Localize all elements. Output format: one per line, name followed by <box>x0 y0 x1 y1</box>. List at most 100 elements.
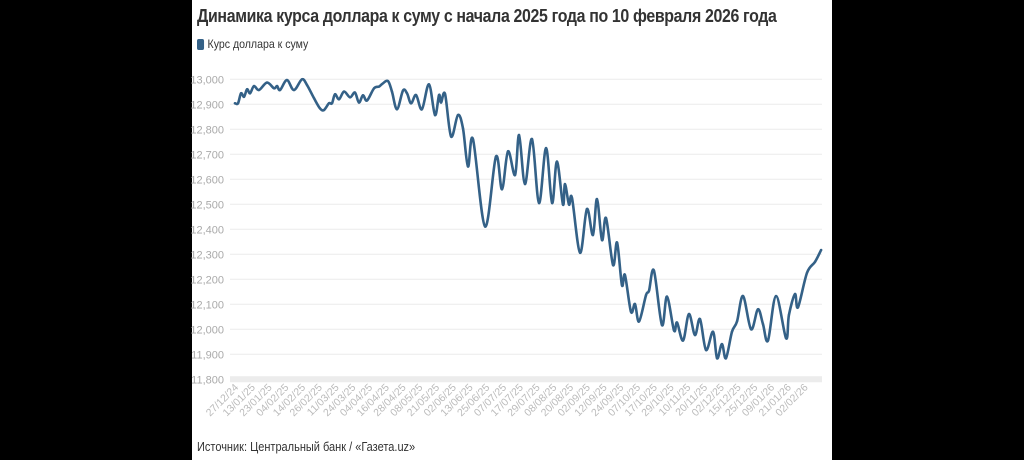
data-point[interactable] <box>530 137 534 141</box>
data-point[interactable] <box>819 248 823 252</box>
data-point[interactable] <box>377 85 381 88</box>
data-point[interactable] <box>466 165 470 168</box>
data-point[interactable] <box>761 322 765 326</box>
data-point[interactable] <box>698 317 702 321</box>
legend[interactable]: Курс доллара к суму <box>197 37 308 51</box>
data-point[interactable] <box>637 320 641 323</box>
data-point[interactable] <box>570 196 574 200</box>
data-point[interactable] <box>305 83 309 87</box>
data-point[interactable] <box>660 323 664 327</box>
data-point[interactable] <box>741 294 745 298</box>
data-point[interactable] <box>272 87 276 90</box>
data-point[interactable] <box>461 127 465 130</box>
data-point[interactable] <box>380 82 384 86</box>
data-point[interactable] <box>330 102 334 105</box>
data-point[interactable] <box>236 102 240 105</box>
data-point[interactable] <box>595 197 599 201</box>
data-point[interactable] <box>784 337 788 340</box>
data-point[interactable] <box>414 93 418 97</box>
data-point[interactable] <box>337 98 341 101</box>
data-point[interactable] <box>647 289 651 292</box>
data-point[interactable] <box>357 101 361 104</box>
data-point[interactable] <box>513 173 517 177</box>
data-point[interactable] <box>611 263 615 267</box>
data-point[interactable] <box>300 78 304 81</box>
data-point[interactable] <box>615 241 619 244</box>
data-point[interactable] <box>793 292 797 296</box>
data-point[interactable] <box>681 339 685 342</box>
data-point[interactable] <box>333 93 337 96</box>
data-point[interactable] <box>523 182 527 186</box>
data-point[interactable] <box>248 92 252 95</box>
data-point[interactable] <box>318 107 322 110</box>
data-point[interactable] <box>285 78 289 82</box>
data-point[interactable] <box>537 201 541 205</box>
data-point[interactable] <box>665 295 669 298</box>
data-point[interactable] <box>629 310 633 313</box>
data-point[interactable] <box>749 328 753 331</box>
data-point[interactable] <box>500 188 504 191</box>
data-point[interactable] <box>252 84 256 88</box>
data-point[interactable] <box>327 102 331 105</box>
data-point[interactable] <box>720 342 724 346</box>
data-point[interactable] <box>563 182 567 186</box>
data-point[interactable] <box>735 320 739 323</box>
data-point[interactable] <box>704 348 708 352</box>
data-point[interactable] <box>517 133 521 137</box>
data-point[interactable] <box>600 238 604 242</box>
data-point[interactable] <box>494 155 498 158</box>
data-point[interactable] <box>675 321 679 324</box>
data-point[interactable] <box>672 329 676 332</box>
data-point[interactable] <box>693 333 697 337</box>
data-point[interactable] <box>433 113 437 117</box>
data-point[interactable] <box>395 108 399 111</box>
data-point[interactable] <box>390 90 394 93</box>
data-point[interactable] <box>275 84 279 88</box>
data-point[interactable] <box>766 339 770 342</box>
data-point[interactable] <box>449 135 453 138</box>
data-point[interactable] <box>405 92 409 95</box>
data-point[interactable] <box>550 201 554 205</box>
data-point[interactable] <box>420 108 424 111</box>
data-point[interactable] <box>427 83 431 86</box>
data-point[interactable] <box>292 88 296 92</box>
data-point[interactable] <box>578 251 582 254</box>
data-point[interactable] <box>506 150 510 153</box>
data-point[interactable] <box>687 312 691 316</box>
data-point[interactable] <box>813 260 817 263</box>
data-point[interactable] <box>544 146 548 150</box>
data-point[interactable] <box>386 79 390 83</box>
data-point[interactable] <box>730 330 734 333</box>
data-point[interactable] <box>756 308 760 311</box>
data-point[interactable] <box>561 203 565 206</box>
data-point[interactable] <box>233 102 237 105</box>
data-point[interactable] <box>633 302 637 306</box>
data-point[interactable] <box>437 93 441 97</box>
data-point[interactable] <box>591 233 595 237</box>
data-point[interactable] <box>342 90 346 93</box>
data-point[interactable] <box>774 294 778 298</box>
data-point[interactable] <box>242 95 246 99</box>
data-point[interactable] <box>245 88 249 91</box>
data-point[interactable] <box>443 92 447 96</box>
data-point[interactable] <box>711 330 715 333</box>
data-point[interactable] <box>644 293 648 297</box>
data-point[interactable] <box>456 113 460 117</box>
data-point[interactable] <box>652 269 656 272</box>
data-point[interactable] <box>623 273 627 277</box>
data-point[interactable] <box>483 225 487 228</box>
data-point[interactable] <box>471 138 475 141</box>
data-point[interactable] <box>353 91 357 94</box>
data-point[interactable] <box>361 94 365 97</box>
data-point[interactable] <box>365 99 369 102</box>
data-point[interactable] <box>585 207 589 211</box>
data-point[interactable] <box>312 97 316 100</box>
data-point[interactable] <box>604 216 608 220</box>
data-point[interactable] <box>796 306 800 309</box>
data-point[interactable] <box>439 101 443 104</box>
data-point[interactable] <box>322 108 326 112</box>
data-point[interactable] <box>372 87 376 90</box>
data-point[interactable] <box>620 283 624 287</box>
data-point[interactable] <box>265 81 269 84</box>
data-point[interactable] <box>409 102 413 105</box>
